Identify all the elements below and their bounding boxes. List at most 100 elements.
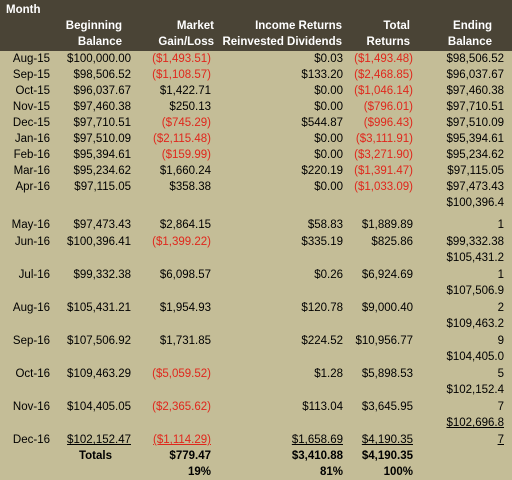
totals-income: $3,410.88	[291, 450, 343, 462]
row-ending-balance: $105,431.2	[446, 252, 504, 264]
row-ending-balance: 1	[497, 219, 504, 231]
row-total-returns: ($3,111.91)	[355, 133, 413, 145]
row-beginning-balance: $104,405.05	[67, 401, 131, 413]
row-month: Jun-16	[14, 236, 50, 248]
row-ending-balance: 1	[497, 269, 504, 281]
row-market-gain-loss: $2,864.15	[159, 219, 211, 231]
percent-market: 19%	[187, 466, 211, 478]
totals-label: Totals	[78, 450, 112, 462]
header-market-gain-loss: Market Gain/Loss	[158, 20, 214, 48]
row-total-returns: ($1,391.47)	[354, 165, 413, 177]
row-beginning-balance: $109,463.29	[67, 368, 131, 380]
row-month: Nov-15	[12, 101, 50, 113]
row-beginning-balance: $105,431.21	[67, 302, 131, 314]
row-market-gain-loss: ($2,115.48)	[153, 133, 211, 145]
header-band	[0, 0, 512, 51]
row-ending-balance: $96,037.67	[446, 69, 504, 81]
row-beginning-balance: $107,506.92	[67, 335, 131, 347]
row-month: Mar-16	[13, 165, 50, 177]
row-ending-balance: $104,405.0	[446, 351, 504, 363]
row-ending-balance: $102,696.8	[446, 417, 504, 429]
row-income-returns: $1,658.69	[291, 434, 343, 446]
row-beginning-balance: $97,115.05	[74, 181, 131, 193]
percent-income: 81%	[319, 466, 343, 478]
row-beginning-balance: $102,152.47	[67, 434, 131, 446]
header-beginning-balance: Beginning Balance	[65, 20, 122, 48]
row-ending-balance: $99,332.38	[446, 236, 504, 248]
row-total-returns: ($1,046.14)	[354, 85, 413, 97]
row-market-gain-loss: $250.13	[169, 101, 211, 113]
row-market-gain-loss: ($2,365.62)	[152, 401, 211, 413]
row-beginning-balance: $95,394.61	[73, 149, 131, 161]
row-total-returns: $1,889.89	[361, 219, 413, 231]
row-ending-balance: $97,460.38	[446, 85, 504, 97]
row-income-returns: $220.19	[301, 165, 343, 177]
row-ending-balance: $97,473.43	[446, 181, 504, 193]
row-month: Dec-15	[12, 117, 50, 129]
row-income-returns: $0.26	[314, 269, 343, 281]
row-income-returns: $0.00	[314, 85, 343, 97]
row-month: Oct-16	[15, 368, 50, 380]
row-ending-balance: 5	[497, 368, 504, 380]
row-income-returns: $1.28	[314, 368, 343, 380]
row-month: Dec-16	[12, 434, 50, 446]
row-month: Nov-16	[12, 401, 50, 413]
row-ending-balance: $98,506.52	[446, 53, 504, 65]
row-beginning-balance: $97,473.43	[73, 219, 131, 231]
row-market-gain-loss: $6,098.57	[159, 269, 211, 281]
row-ending-balance: $97,510.09	[446, 117, 504, 129]
row-ending-balance: $95,394.61	[446, 133, 504, 145]
row-income-returns: $0.00	[314, 133, 343, 145]
row-total-returns: ($1,493.48)	[354, 53, 413, 65]
row-total-returns: ($2,468.85)	[354, 69, 413, 81]
row-total-returns: $5,898.53	[361, 368, 413, 380]
row-beginning-balance: $98,506.52	[73, 69, 131, 81]
row-income-returns: $224.52	[301, 335, 343, 347]
row-total-returns: $9,000.40	[361, 302, 413, 314]
header-ending-balance: Ending Balance	[447, 20, 492, 48]
row-market-gain-loss: ($1,399.22)	[152, 236, 211, 248]
row-market-gain-loss: ($1,114.29)	[153, 434, 211, 446]
row-month: Aug-15	[12, 53, 50, 65]
header-income-returns: Income Returns Reinvested Dividends	[222, 20, 342, 48]
row-income-returns: $544.87	[301, 117, 343, 129]
row-ending-balance: $109,463.2	[446, 318, 504, 330]
row-income-returns: $0.00	[314, 149, 343, 161]
row-month: Jul-16	[18, 269, 50, 281]
row-market-gain-loss: $1,954.93	[159, 302, 211, 314]
row-income-returns: $0.03	[314, 53, 343, 65]
row-beginning-balance: $100,396.41	[67, 236, 131, 248]
row-total-returns: ($996.43)	[363, 117, 413, 129]
row-market-gain-loss: ($159.99)	[161, 149, 211, 161]
row-income-returns: $0.00	[314, 101, 343, 113]
row-income-returns: $335.19	[301, 236, 343, 248]
row-beginning-balance: $97,460.38	[73, 101, 131, 113]
row-ending-balance: $97,115.05	[447, 165, 504, 177]
row-market-gain-loss: ($1,493.51)	[152, 53, 211, 65]
row-income-returns: $120.78	[301, 302, 343, 314]
row-market-gain-loss: $1,422.71	[159, 85, 211, 97]
row-ending-balance: $100,396.4	[446, 197, 504, 209]
row-ending-balance: 2	[497, 302, 504, 314]
row-month: May-16	[11, 219, 50, 231]
row-market-gain-loss: ($1,108.57)	[152, 69, 211, 81]
row-ending-balance: 7	[497, 401, 504, 413]
row-beginning-balance: $100,000.00	[67, 53, 131, 65]
row-market-gain-loss: $1,731.85	[159, 335, 211, 347]
row-market-gain-loss: ($5,059.52)	[152, 368, 211, 380]
row-beginning-balance: $97,510.09	[73, 133, 131, 145]
row-ending-balance: $102,152.4	[446, 384, 504, 396]
totals-market: $779.47	[169, 450, 211, 462]
row-income-returns: $58.83	[307, 219, 343, 231]
row-total-returns: ($3,271.90)	[354, 149, 413, 161]
row-month: Apr-16	[15, 181, 50, 193]
row-beginning-balance: $95,234.62	[73, 165, 131, 177]
row-ending-balance: $95,234.62	[446, 149, 504, 161]
totals-total: $4,190.35	[361, 450, 413, 462]
row-income-returns: $113.04	[302, 401, 343, 413]
row-month: Sep-15	[12, 69, 50, 81]
percent-total: 100%	[383, 466, 413, 478]
row-month: Oct-15	[15, 85, 50, 97]
row-market-gain-loss: $358.38	[169, 181, 211, 193]
row-month: Feb-16	[13, 149, 50, 161]
